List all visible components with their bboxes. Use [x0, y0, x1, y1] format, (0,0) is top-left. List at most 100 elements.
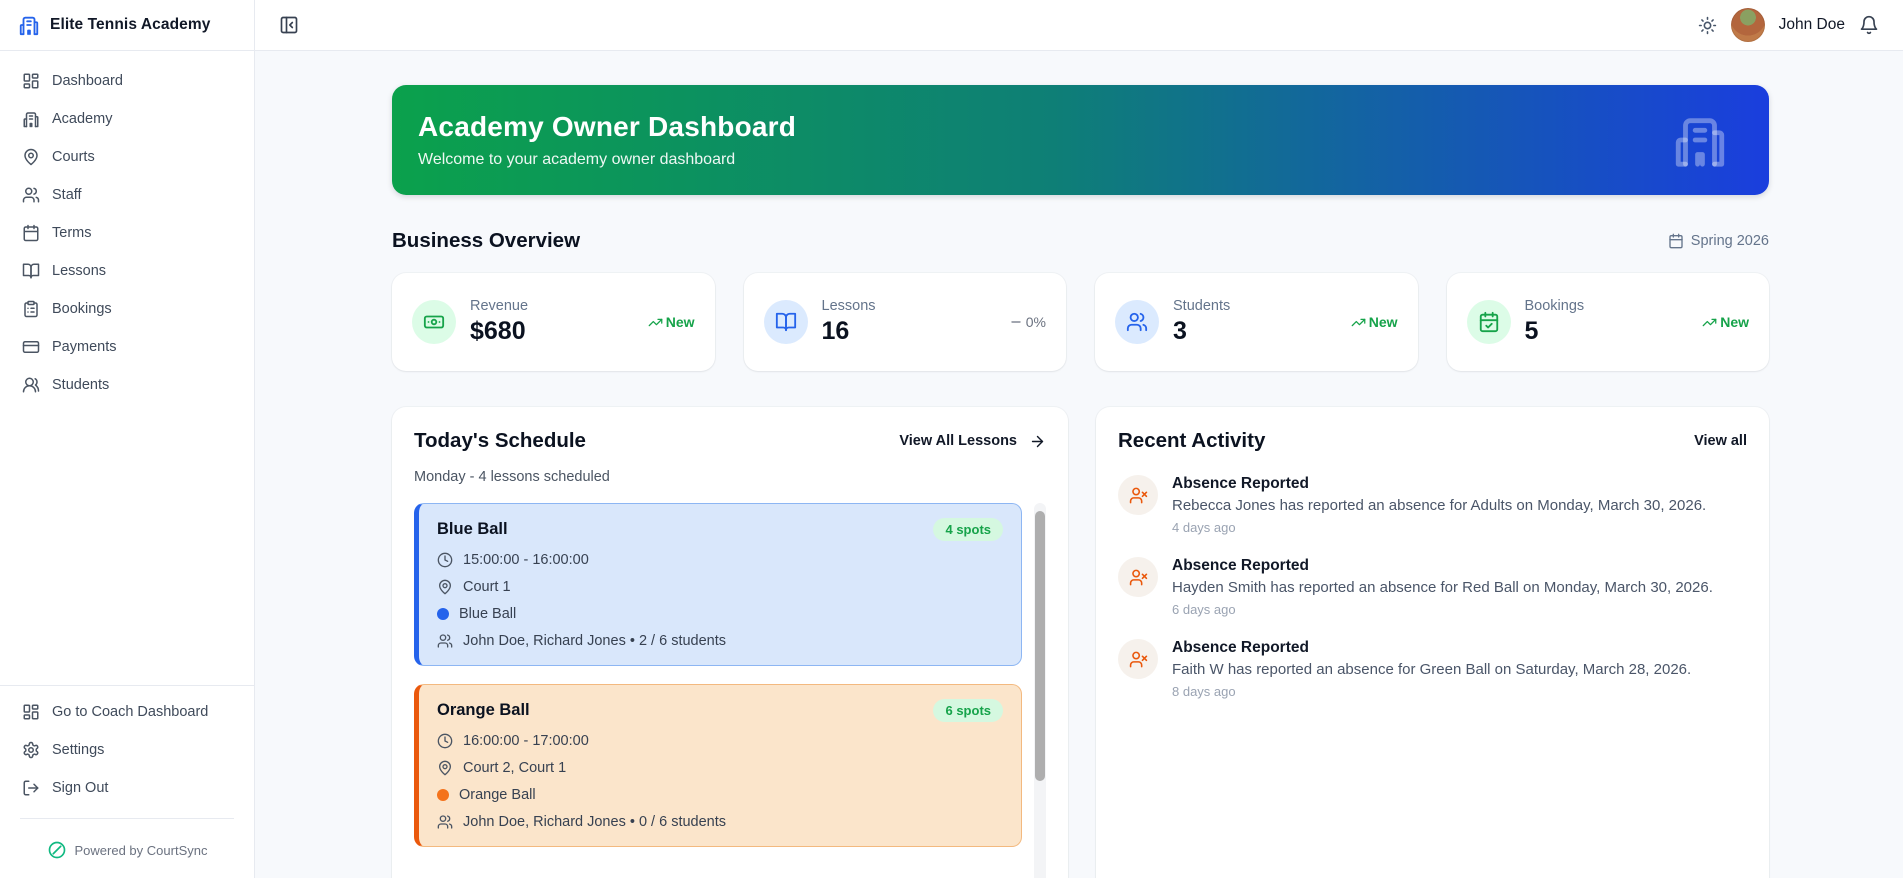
activity-item-time: 6 days ago — [1172, 602, 1236, 617]
schedule-title: Today's Schedule — [414, 429, 586, 452]
stat-card-revenue: Revenue $680 New — [392, 273, 715, 371]
lesson-time: 16:00:00 - 17:00:00 — [463, 733, 589, 749]
spots-badge: 4 spots — [933, 518, 1003, 541]
activity-item: Absence Reported Rebecca Jones has repor… — [1118, 475, 1747, 535]
stat-value: $680 — [470, 317, 526, 345]
stat-label: Lessons — [821, 298, 876, 314]
sidebar-item-academy[interactable]: Academy — [12, 103, 242, 135]
users-icon — [437, 633, 453, 649]
activity-item: Absence Reported Hayden Smith has report… — [1118, 557, 1747, 617]
sidebar-item-terms[interactable]: Terms — [12, 217, 242, 249]
sidebar-item-label: Students — [52, 377, 110, 393]
lesson-time-row: 15:00:00 - 16:00:00 — [437, 552, 1003, 568]
sidebar-item-staff[interactable]: Staff — [12, 179, 242, 211]
trend-badge: New — [1351, 314, 1398, 330]
avatar[interactable] — [1730, 8, 1765, 42]
activity-item-description: Rebecca Jones has reported an absence fo… — [1172, 497, 1707, 514]
lesson-court-row: Court 1 — [437, 579, 1003, 595]
scrollbar-thumb[interactable] — [1035, 511, 1045, 781]
trending-up-icon — [1351, 315, 1366, 330]
minus-icon — [1009, 315, 1023, 329]
sidebar-item-coach-dashboard[interactable]: Go to Coach Dashboard — [12, 696, 242, 728]
powered-by: Powered by CourtSync — [12, 825, 242, 878]
courtsync-logo — [47, 840, 67, 860]
panels-row: Today's Schedule View All Lessons Monday… — [392, 407, 1769, 878]
trend-label: New — [1368, 314, 1398, 330]
users-icon — [437, 814, 453, 830]
sidebar-item-bookings[interactable]: Bookings — [12, 293, 242, 325]
sidebar-item-lessons[interactable]: Lessons — [12, 255, 242, 287]
view-all-activity-label: View all — [1694, 433, 1747, 449]
sidebar-item-courts[interactable]: Courts — [12, 141, 242, 173]
stat-value: 5 — [1524, 317, 1539, 345]
sidebar-item-label: Settings — [52, 742, 105, 758]
trend-label: New — [665, 314, 695, 330]
lesson-card-orange-ball[interactable]: Orange Ball 6 spots 16:00:00 - 17:00:00 … — [414, 684, 1022, 847]
lesson-title: Blue Ball — [437, 520, 508, 538]
activity-item-title: Absence Reported — [1172, 639, 1309, 656]
sidebar-item-label: Go to Coach Dashboard — [52, 704, 209, 720]
lesson-card-blue-ball[interactable]: Blue Ball 4 spots 15:00:00 - 16:00:00 Co… — [414, 503, 1022, 666]
stat-card-lessons: Lessons 16 0% — [743, 273, 1066, 371]
stat-label: Revenue — [470, 298, 529, 314]
scrollbar-track[interactable] — [1034, 503, 1046, 878]
group-color-dot — [437, 608, 449, 620]
hero-banner: Academy Owner Dashboard Welcome to your … — [392, 85, 1769, 195]
banknote-icon — [412, 300, 456, 344]
users-icon — [1115, 300, 1159, 344]
term-label: Spring 2026 — [1690, 233, 1769, 249]
notifications-button[interactable] — [1859, 15, 1879, 35]
trend-badge: New — [648, 314, 695, 330]
theme-toggle-button[interactable] — [1698, 16, 1717, 35]
lesson-court-row: Court 2, Court 1 — [437, 760, 1003, 776]
group-color-dot — [437, 789, 449, 801]
schedule-subtitle: Monday - 4 lessons scheduled — [414, 469, 610, 485]
activity-panel: Recent Activity View all Absence Reporte… — [1096, 407, 1769, 878]
map-pin-icon — [437, 760, 453, 776]
sidebar: Elite Tennis Academy Dashboard Academy C… — [0, 0, 255, 878]
clipboard-list-icon — [22, 300, 40, 318]
sidebar-nav: Dashboard Academy Courts Staff Terms Les… — [0, 51, 254, 415]
sidebar-item-payments[interactable]: Payments — [12, 331, 242, 363]
stat-card-students: Students 3 New — [1095, 273, 1418, 371]
collapse-sidebar-button[interactable] — [279, 15, 299, 35]
sidebar-item-label: Academy — [52, 111, 113, 127]
building-icon — [22, 110, 40, 128]
trend-label: 0% — [1025, 314, 1046, 330]
sidebar-item-sign-out[interactable]: Sign Out — [12, 772, 242, 804]
view-all-activity-button[interactable]: View all — [1694, 433, 1747, 449]
stat-value: 3 — [1173, 317, 1187, 345]
trend-badge: New — [1702, 314, 1749, 330]
view-all-lessons-button[interactable]: View All Lessons — [899, 433, 1046, 450]
stat-label: Students — [1173, 298, 1231, 314]
sun-icon — [1698, 16, 1717, 35]
layout-grid-icon — [22, 72, 40, 90]
bell-icon — [1859, 15, 1879, 35]
overview-header: Business Overview Spring 2026 — [392, 229, 1769, 253]
trending-up-icon — [648, 315, 663, 330]
trending-up-icon — [1702, 315, 1717, 330]
activity-item-time: 4 days ago — [1172, 520, 1236, 535]
sidebar-item-label: Lessons — [52, 263, 107, 279]
lesson-courts: Court 2, Court 1 — [463, 760, 567, 776]
activity-item-description: Hayden Smith has reported an absence for… — [1172, 579, 1713, 596]
trend-label: New — [1720, 314, 1749, 330]
lesson-coaches-row: John Doe, Richard Jones • 2 / 6 students — [437, 633, 1003, 649]
user-name: John Doe — [1778, 16, 1845, 33]
stat-value: 16 — [821, 317, 850, 345]
sidebar-item-label: Courts — [52, 149, 95, 165]
sidebar-item-label: Bookings — [52, 301, 112, 317]
sidebar-item-dashboard[interactable]: Dashboard — [12, 65, 242, 97]
page-subtitle: Welcome to your academy owner dashboard — [418, 151, 736, 168]
user-x-icon — [1118, 475, 1158, 515]
lesson-group: Blue Ball — [459, 606, 517, 622]
calendar-icon — [22, 224, 40, 242]
main-area: John Doe Academy Owner Dashboard Welcome… — [255, 0, 1903, 878]
sidebar-item-label: Payments — [52, 339, 117, 355]
brand: Elite Tennis Academy — [0, 0, 254, 51]
powered-by-label: Powered by CourtSync — [74, 842, 208, 858]
activity-item-time: 8 days ago — [1172, 684, 1236, 699]
clock-icon — [437, 733, 453, 749]
sidebar-item-students[interactable]: Students — [12, 369, 242, 401]
sidebar-item-settings[interactable]: Settings — [12, 734, 242, 766]
